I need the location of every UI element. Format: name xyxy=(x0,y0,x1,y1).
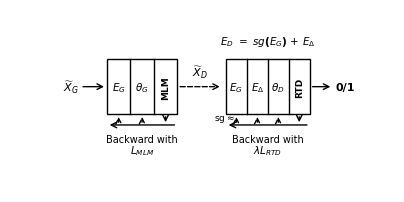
Text: $\lambda L_{RTD}$: $\lambda L_{RTD}$ xyxy=(253,143,282,157)
Text: $\mathit{\theta_G}$: $\mathit{\theta_G}$ xyxy=(135,80,149,94)
Text: $\mathit{E_{\Delta}}$: $\mathit{E_{\Delta}}$ xyxy=(250,80,264,94)
Text: $\mathit{E_G}$: $\mathit{E_G}$ xyxy=(229,80,243,94)
Text: $\mathit{\theta_D}$: $\mathit{\theta_D}$ xyxy=(271,80,285,94)
Bar xyxy=(107,60,177,115)
Text: MLM: MLM xyxy=(161,75,170,99)
Text: $L_{MLM}$: $L_{MLM}$ xyxy=(130,143,154,157)
Text: $\mathit{E_D}$ $=$ $\mathit{sg}$($\mathit{E_G}$) $+$ $\mathit{E_{\Delta}}$: $\mathit{E_D}$ $=$ $\mathit{sg}$($\mathi… xyxy=(220,35,316,49)
Text: RTD: RTD xyxy=(295,77,304,97)
Text: $\mathit{E_G}$: $\mathit{E_G}$ xyxy=(112,80,126,94)
Bar xyxy=(226,60,310,115)
Text: $\widetilde{X}_G$: $\widetilde{X}_G$ xyxy=(63,79,79,96)
Text: 0/1: 0/1 xyxy=(335,82,355,92)
Text: sg$\approx$: sg$\approx$ xyxy=(214,114,235,125)
Text: $\widetilde{X}_D$: $\widetilde{X}_D$ xyxy=(192,64,208,81)
Text: Backward with: Backward with xyxy=(232,134,304,144)
Text: Backward with: Backward with xyxy=(106,134,178,144)
